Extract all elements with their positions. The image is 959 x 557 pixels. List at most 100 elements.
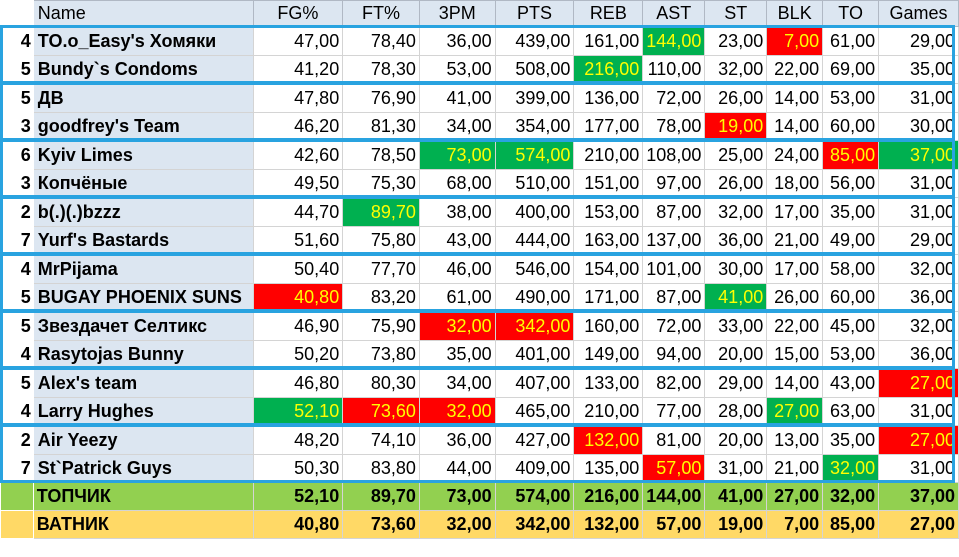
stat-cell-games[interactable]: 29,00 [878,26,959,56]
stat-cell-3pm[interactable]: 46,00 [418,254,496,284]
stat-cell-games[interactable]: 32,00 [878,311,959,341]
stat-cell-to[interactable]: 61,00 [822,26,880,56]
summary-cell-st[interactable]: 19,00 [704,510,768,539]
stat-cell-fg[interactable]: 50,30 [252,454,344,483]
team-name[interactable]: Yurf's Bastards [32,226,254,255]
stat-cell-reb[interactable]: 133,00 [573,368,644,398]
summary-rank-cell[interactable] [0,482,34,511]
stat-cell-ft[interactable]: 74,10 [342,425,420,455]
stat-cell-fg[interactable]: 41,20 [252,55,344,84]
team-name[interactable]: Звездачет Селтикс [32,311,254,341]
team-rank[interactable]: 3 [0,169,34,198]
stat-cell-ft[interactable]: 81,30 [342,112,420,141]
stat-cell-fg[interactable]: 52,10 [252,397,344,426]
header-name[interactable]: Name [32,0,254,27]
stat-cell-3pm[interactable]: 53,00 [418,55,496,84]
stat-cell-ast[interactable]: 94,00 [642,340,706,369]
stat-cell-fg[interactable]: 47,80 [252,83,344,113]
header-blk[interactable]: BLK [766,0,824,27]
team-rank[interactable]: 4 [0,397,34,426]
summary-cell-ft[interactable]: 73,60 [342,510,420,539]
stat-cell-reb[interactable]: 154,00 [573,254,644,284]
stat-cell-reb[interactable]: 135,00 [573,454,644,483]
stat-cell-ast[interactable]: 77,00 [642,397,706,426]
team-rank[interactable]: 5 [0,283,34,312]
stat-cell-st[interactable]: 20,00 [704,340,768,369]
stat-cell-st[interactable]: 32,00 [704,55,768,84]
summary-cell-games[interactable]: 37,00 [878,482,959,511]
header-ast[interactable]: AST [642,0,706,27]
stat-cell-st[interactable]: 30,00 [704,254,768,284]
summary-cell-3pm[interactable]: 73,00 [418,482,496,511]
team-name[interactable]: Копчёные [32,169,254,198]
stat-cell-games[interactable]: 31,00 [878,197,959,227]
summary-cell-3pm[interactable]: 32,00 [418,510,496,539]
team-name[interactable]: TO.o_Easy's Хомяки [32,26,254,56]
stat-cell-reb[interactable]: 161,00 [573,26,644,56]
stat-cell-to[interactable]: 35,00 [822,425,880,455]
stat-cell-games[interactable]: 31,00 [878,454,959,483]
stat-cell-games[interactable]: 31,00 [878,83,959,113]
summary-cell-fg[interactable]: 40,80 [252,510,344,539]
stat-cell-pts[interactable]: 354,00 [494,112,575,141]
stat-cell-3pm[interactable]: 34,00 [418,112,496,141]
team-name[interactable]: goodfrey's Team [32,112,254,141]
stat-cell-3pm[interactable]: 43,00 [418,226,496,255]
stat-cell-fg[interactable]: 44,70 [252,197,344,227]
stat-cell-blk[interactable]: 7,00 [766,26,824,56]
stat-cell-games[interactable]: 35,00 [878,55,959,84]
stat-cell-ft[interactable]: 75,30 [342,169,420,198]
summary-cell-blk[interactable]: 7,00 [766,510,824,539]
stat-cell-ft[interactable]: 78,40 [342,26,420,56]
stat-cell-fg[interactable]: 48,20 [252,425,344,455]
stat-cell-ast[interactable]: 97,00 [642,169,706,198]
stat-cell-ast[interactable]: 108,00 [642,140,706,170]
summary-cell-pts[interactable]: 342,00 [494,510,575,539]
stat-cell-blk[interactable]: 14,00 [766,368,824,398]
stat-cell-3pm[interactable]: 35,00 [418,340,496,369]
team-rank[interactable]: 2 [0,425,34,455]
summary-cell-reb[interactable]: 216,00 [573,482,644,511]
stat-cell-blk[interactable]: 21,00 [766,226,824,255]
summary-cell-reb[interactable]: 132,00 [573,510,644,539]
stat-cell-to[interactable]: 49,00 [822,226,880,255]
stat-cell-games[interactable]: 27,00 [878,368,959,398]
stat-cell-reb[interactable]: 210,00 [573,140,644,170]
stat-cell-reb[interactable]: 153,00 [573,197,644,227]
stat-cell-blk[interactable]: 24,00 [766,140,824,170]
stat-cell-fg[interactable]: 50,40 [252,254,344,284]
stat-cell-pts[interactable]: 465,00 [494,397,575,426]
stat-cell-pts[interactable]: 439,00 [494,26,575,56]
stat-cell-games[interactable]: 36,00 [878,283,959,312]
summary-label[interactable]: ТОПЧИК [32,482,254,511]
summary-cell-st[interactable]: 41,00 [704,482,768,511]
stat-cell-ast[interactable]: 78,00 [642,112,706,141]
summary-label[interactable]: ВАТНИК [32,510,254,539]
team-name[interactable]: St`Patrick Guys [32,454,254,483]
stat-cell-3pm[interactable]: 73,00 [418,140,496,170]
stat-cell-3pm[interactable]: 41,00 [418,83,496,113]
stat-cell-st[interactable]: 26,00 [704,169,768,198]
stat-cell-fg[interactable]: 46,20 [252,112,344,141]
stat-cell-games[interactable]: 31,00 [878,397,959,426]
stat-cell-blk[interactable]: 15,00 [766,340,824,369]
stat-cell-3pm[interactable]: 61,00 [418,283,496,312]
stat-cell-to[interactable]: 45,00 [822,311,880,341]
stat-cell-fg[interactable]: 40,80 [252,283,344,312]
stat-cell-ast[interactable]: 110,00 [642,55,706,84]
stat-cell-3pm[interactable]: 44,00 [418,454,496,483]
stat-cell-to[interactable]: 85,00 [822,140,880,170]
stat-cell-st[interactable]: 28,00 [704,397,768,426]
stat-cell-fg[interactable]: 46,90 [252,311,344,341]
stat-cell-blk[interactable]: 21,00 [766,454,824,483]
stat-cell-ast[interactable]: 72,00 [642,311,706,341]
stat-cell-ft[interactable]: 83,80 [342,454,420,483]
stat-cell-pts[interactable]: 510,00 [494,169,575,198]
stat-cell-3pm[interactable]: 36,00 [418,26,496,56]
stat-cell-to[interactable]: 53,00 [822,83,880,113]
stat-cell-reb[interactable]: 151,00 [573,169,644,198]
header-pts[interactable]: PTS [494,0,575,27]
stat-cell-ft[interactable]: 83,20 [342,283,420,312]
stat-cell-ft[interactable]: 80,30 [342,368,420,398]
stat-cell-reb[interactable]: 171,00 [573,283,644,312]
